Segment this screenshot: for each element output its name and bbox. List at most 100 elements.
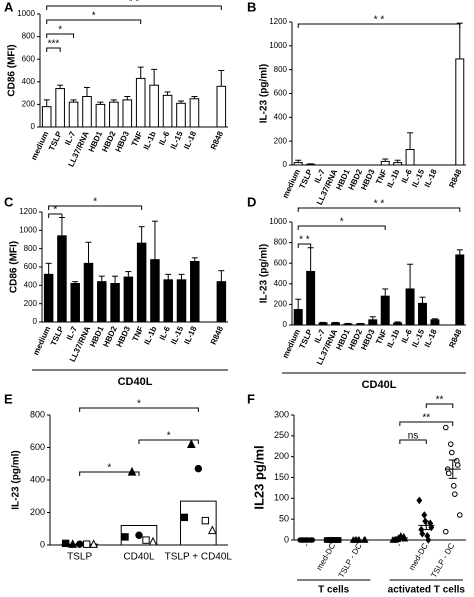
- y-tick-label: 400: [24, 280, 38, 289]
- x-tick-label: TSLP - DC: [337, 541, 364, 579]
- y-tick-label: 50: [279, 514, 289, 524]
- bar: [343, 323, 353, 326]
- significance-bracket: [297, 225, 386, 230]
- significance-label: *: [53, 205, 57, 216]
- bar: [380, 160, 390, 166]
- point: [416, 496, 423, 505]
- point: [442, 424, 449, 431]
- y-tick-label: 600: [274, 258, 288, 267]
- point: [425, 536, 432, 544]
- y-tick-label: 1000: [269, 41, 287, 50]
- bar: [455, 254, 465, 326]
- bar: [109, 101, 119, 128]
- bar: [110, 283, 120, 323]
- point: [148, 536, 158, 546]
- significance-bracket: [46, 47, 61, 52]
- point: [448, 449, 455, 456]
- bar: [150, 259, 160, 323]
- x-tick-label: med-DC: [315, 541, 338, 571]
- y-axis-label: CD86 (MFI): [7, 44, 18, 96]
- y-tick-label: 200: [274, 451, 289, 461]
- bar: [123, 276, 134, 323]
- x-tick-label: -: [394, 541, 403, 548]
- bar: [418, 302, 427, 326]
- y-tick-label: 600: [274, 89, 288, 98]
- bar: [293, 309, 303, 326]
- significance-bracket: [46, 19, 142, 24]
- point: [442, 528, 449, 535]
- point: [82, 540, 91, 548]
- point: [421, 511, 428, 519]
- x-tick-label: TSLP: [49, 324, 66, 347]
- significance-label: *: [107, 463, 111, 474]
- y-tick-label: 1000: [17, 9, 35, 18]
- bar: [306, 163, 316, 166]
- point: [447, 441, 454, 447]
- x-tick-label: R848: [209, 129, 225, 151]
- y-tick-label: 600: [22, 54, 36, 63]
- x-tick-label: IL-1b: [142, 130, 158, 151]
- y-tick-label: 0: [283, 160, 288, 169]
- point: [61, 539, 70, 548]
- group-label: activated T cells: [388, 585, 466, 596]
- point: [194, 464, 203, 473]
- y-tick-label: 1000: [19, 225, 37, 234]
- significance-label: **: [436, 395, 444, 406]
- x-axis-label: CD40L: [118, 376, 153, 388]
- significance-bracket: [297, 23, 461, 28]
- bar: [380, 295, 390, 326]
- significance-bracket: [48, 205, 143, 210]
- y-tick-label: 200: [22, 100, 36, 109]
- significance-bracket: [48, 213, 63, 218]
- bar: [57, 235, 67, 323]
- x-tick-label: TSLP: [298, 327, 315, 350]
- significance-label: *: [167, 431, 171, 442]
- y-tick-label: 300: [274, 409, 289, 419]
- point: [456, 512, 463, 518]
- significance-bracket: [79, 471, 140, 476]
- x-tick-label: R848: [447, 327, 463, 349]
- x-axis-label: CD40L: [362, 379, 397, 391]
- point: [180, 513, 189, 522]
- panel-letter: F: [247, 391, 255, 406]
- bar: [393, 162, 403, 166]
- y-tick-label: 800: [30, 409, 45, 419]
- bar: [149, 84, 159, 128]
- point: [187, 439, 196, 448]
- y-axis-label: CD86 (MFI): [9, 241, 20, 293]
- y-axis-label: IL23 pg/ml: [251, 445, 266, 509]
- significance-bracket: [399, 421, 454, 426]
- bar: [122, 99, 133, 128]
- bar: [163, 279, 173, 323]
- bar: [368, 319, 378, 326]
- x-tick-label: -: [302, 541, 311, 548]
- panel-letter: E: [4, 391, 13, 406]
- x-tick-label: TSLP + CD40L: [165, 552, 233, 563]
- point: [450, 483, 457, 489]
- bar: [41, 106, 52, 128]
- significance-label: * *: [374, 15, 385, 26]
- x-tick-label: IL-18: [423, 167, 439, 188]
- significance-label: *: [137, 399, 141, 410]
- y-axis-label: IL-23 (pg/ml): [11, 450, 22, 509]
- significance-label: *: [92, 11, 96, 22]
- panel-letter: A: [4, 0, 14, 14]
- bar: [331, 322, 340, 326]
- x-tick-label: CD40L: [123, 552, 155, 563]
- x-tick-label: IL-18: [423, 327, 439, 348]
- bar: [293, 162, 303, 166]
- bar: [189, 98, 200, 128]
- y-tick-label: 200: [274, 136, 288, 145]
- x-tick-label: med-DC: [407, 541, 430, 571]
- bar: [430, 319, 440, 326]
- y-tick-label: 0: [33, 317, 38, 326]
- point: [135, 531, 143, 539]
- point: [451, 491, 458, 497]
- point: [208, 525, 217, 535]
- y-tick-label: 1000: [269, 217, 287, 226]
- y-tick-label: 1200: [19, 207, 37, 216]
- significance-bracket: [297, 207, 461, 212]
- bar: [97, 281, 107, 323]
- point: [201, 516, 210, 525]
- group-label: T cells: [318, 585, 350, 596]
